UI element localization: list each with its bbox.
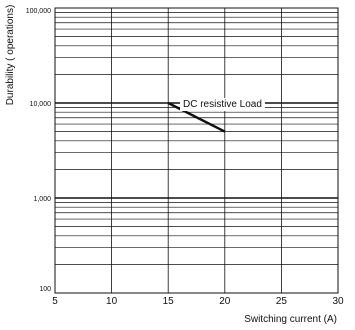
plot-area-frame <box>54 7 339 294</box>
annotation-background <box>180 98 265 111</box>
y-tick-label: 100 <box>39 286 51 293</box>
x-axis-label: Switching current (A) <box>244 314 337 325</box>
chart-grid <box>55 8 338 293</box>
chart-series <box>167 101 226 133</box>
x-tick-label: 25 <box>276 296 288 307</box>
series-line <box>167 101 226 133</box>
y-tick-label: 100,000 <box>26 8 51 15</box>
chart-tick-labels: 100 1,000 10,000 100,000 5 10 15 20 25 30 <box>26 8 344 307</box>
x-tick-label: 5 <box>52 296 58 307</box>
x-tick-label: 30 <box>332 296 344 307</box>
y-tick-label: 10,000 <box>30 101 52 108</box>
y-tick-label: 1,000 <box>33 196 51 203</box>
y-axis-label: Durability ( operations) <box>5 5 16 106</box>
series-annotation-label: DC resistive Load <box>183 99 262 110</box>
x-tick-label: 10 <box>106 296 118 307</box>
x-tick-label: 20 <box>219 296 231 307</box>
x-tick-label: 15 <box>163 296 175 307</box>
